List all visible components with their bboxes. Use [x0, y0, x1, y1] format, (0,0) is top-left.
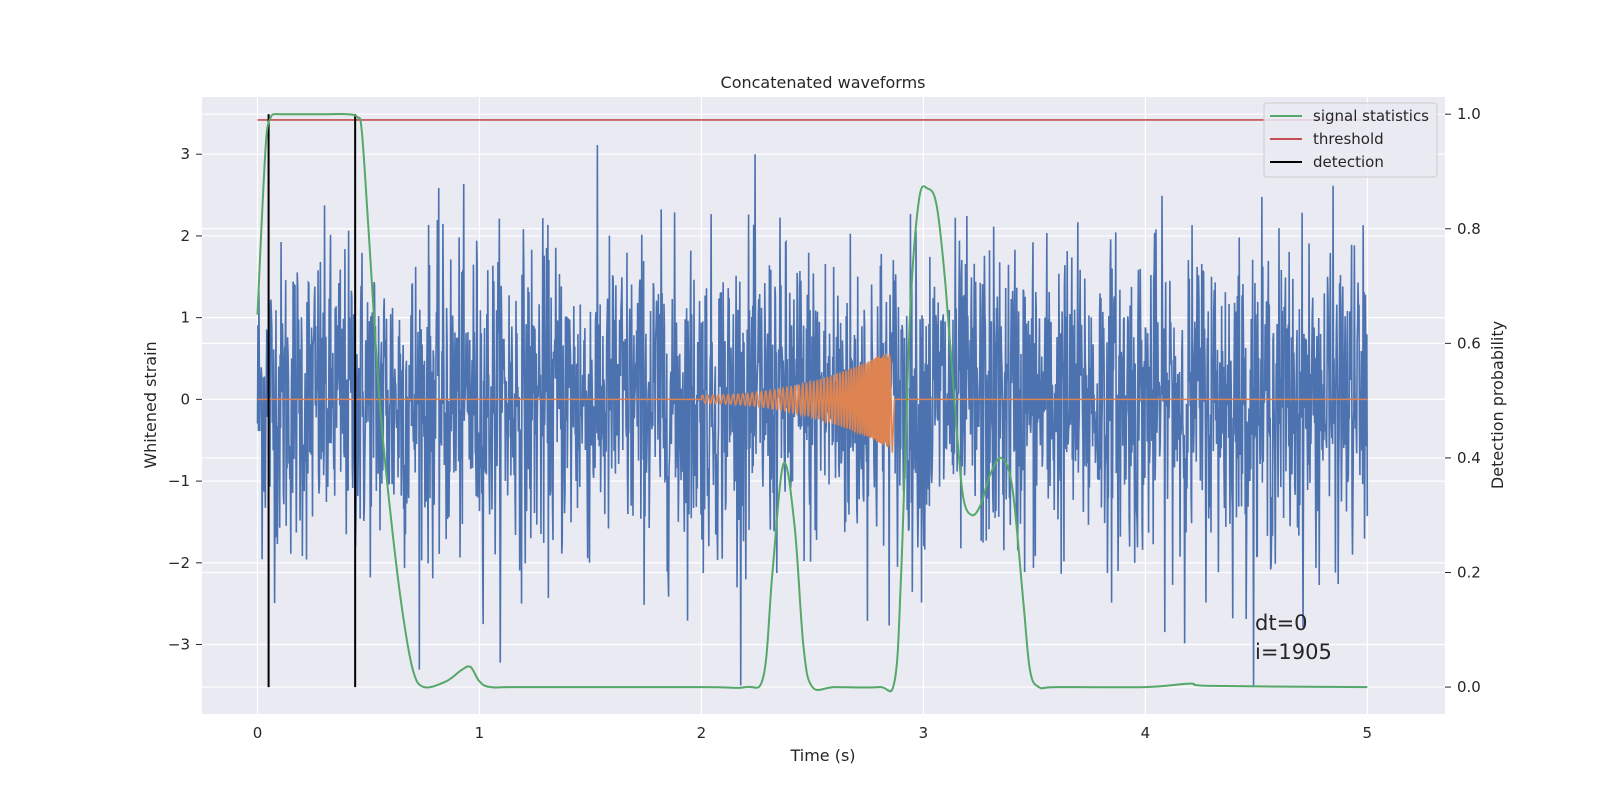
y-right-tick-label: 0.2 [1457, 563, 1481, 581]
y-tick-label: −1 [168, 472, 190, 490]
legend-label-signal-statistics: signal statistics [1313, 107, 1429, 125]
template-series-line [257, 353, 1368, 453]
chart-title: Concatenated waveforms [721, 73, 926, 92]
y-tick-label: 1 [180, 309, 190, 327]
annotation-i: i=1905 [1255, 640, 1332, 664]
y-right-tick-label: 0.8 [1457, 220, 1481, 238]
x-tick-label: 1 [475, 724, 485, 742]
y-tick-label: 0 [180, 390, 190, 408]
x-axis-label: Time (s) [789, 746, 855, 765]
y-axis-label: Whitened strain [141, 341, 160, 468]
annotation-dt: dt=0 [1255, 611, 1308, 635]
x-tick-label: 0 [253, 724, 263, 742]
y-tick-label: 3 [180, 145, 190, 163]
x-tick-label: 3 [919, 724, 929, 742]
y-right-tick-label: 0.4 [1457, 449, 1481, 467]
y-right-tick-label: 1.0 [1457, 105, 1481, 123]
x-axis-ticks: 0 1 2 3 4 5 [253, 724, 1372, 742]
y-tick-label: −3 [168, 636, 190, 654]
y-right-tick-label: 0.0 [1457, 678, 1481, 696]
y-axis-ticks: −3 −2 −1 0 1 2 3 [168, 145, 202, 654]
legend-box [1263, 102, 1438, 178]
y-right-axis-label: Detection probability [1488, 321, 1507, 489]
strain-series-line [256, 145, 1369, 686]
legend-label-threshold: threshold [1313, 130, 1384, 148]
y-right-axis-ticks: 0.0 0.2 0.4 0.6 0.8 1.0 [1445, 105, 1481, 696]
x-tick-label: 4 [1141, 724, 1151, 742]
legend-label-detection: detection [1313, 153, 1384, 171]
x-tick-label: 2 [697, 724, 707, 742]
legend: signal statistics threshold detection [1263, 102, 1438, 178]
y-right-tick-label: 0.6 [1457, 334, 1481, 352]
x-tick-label: 5 [1363, 724, 1373, 742]
y-tick-label: 2 [180, 227, 190, 245]
signal-statistics-series-line [256, 112, 1368, 693]
y-tick-label: −2 [168, 554, 190, 572]
